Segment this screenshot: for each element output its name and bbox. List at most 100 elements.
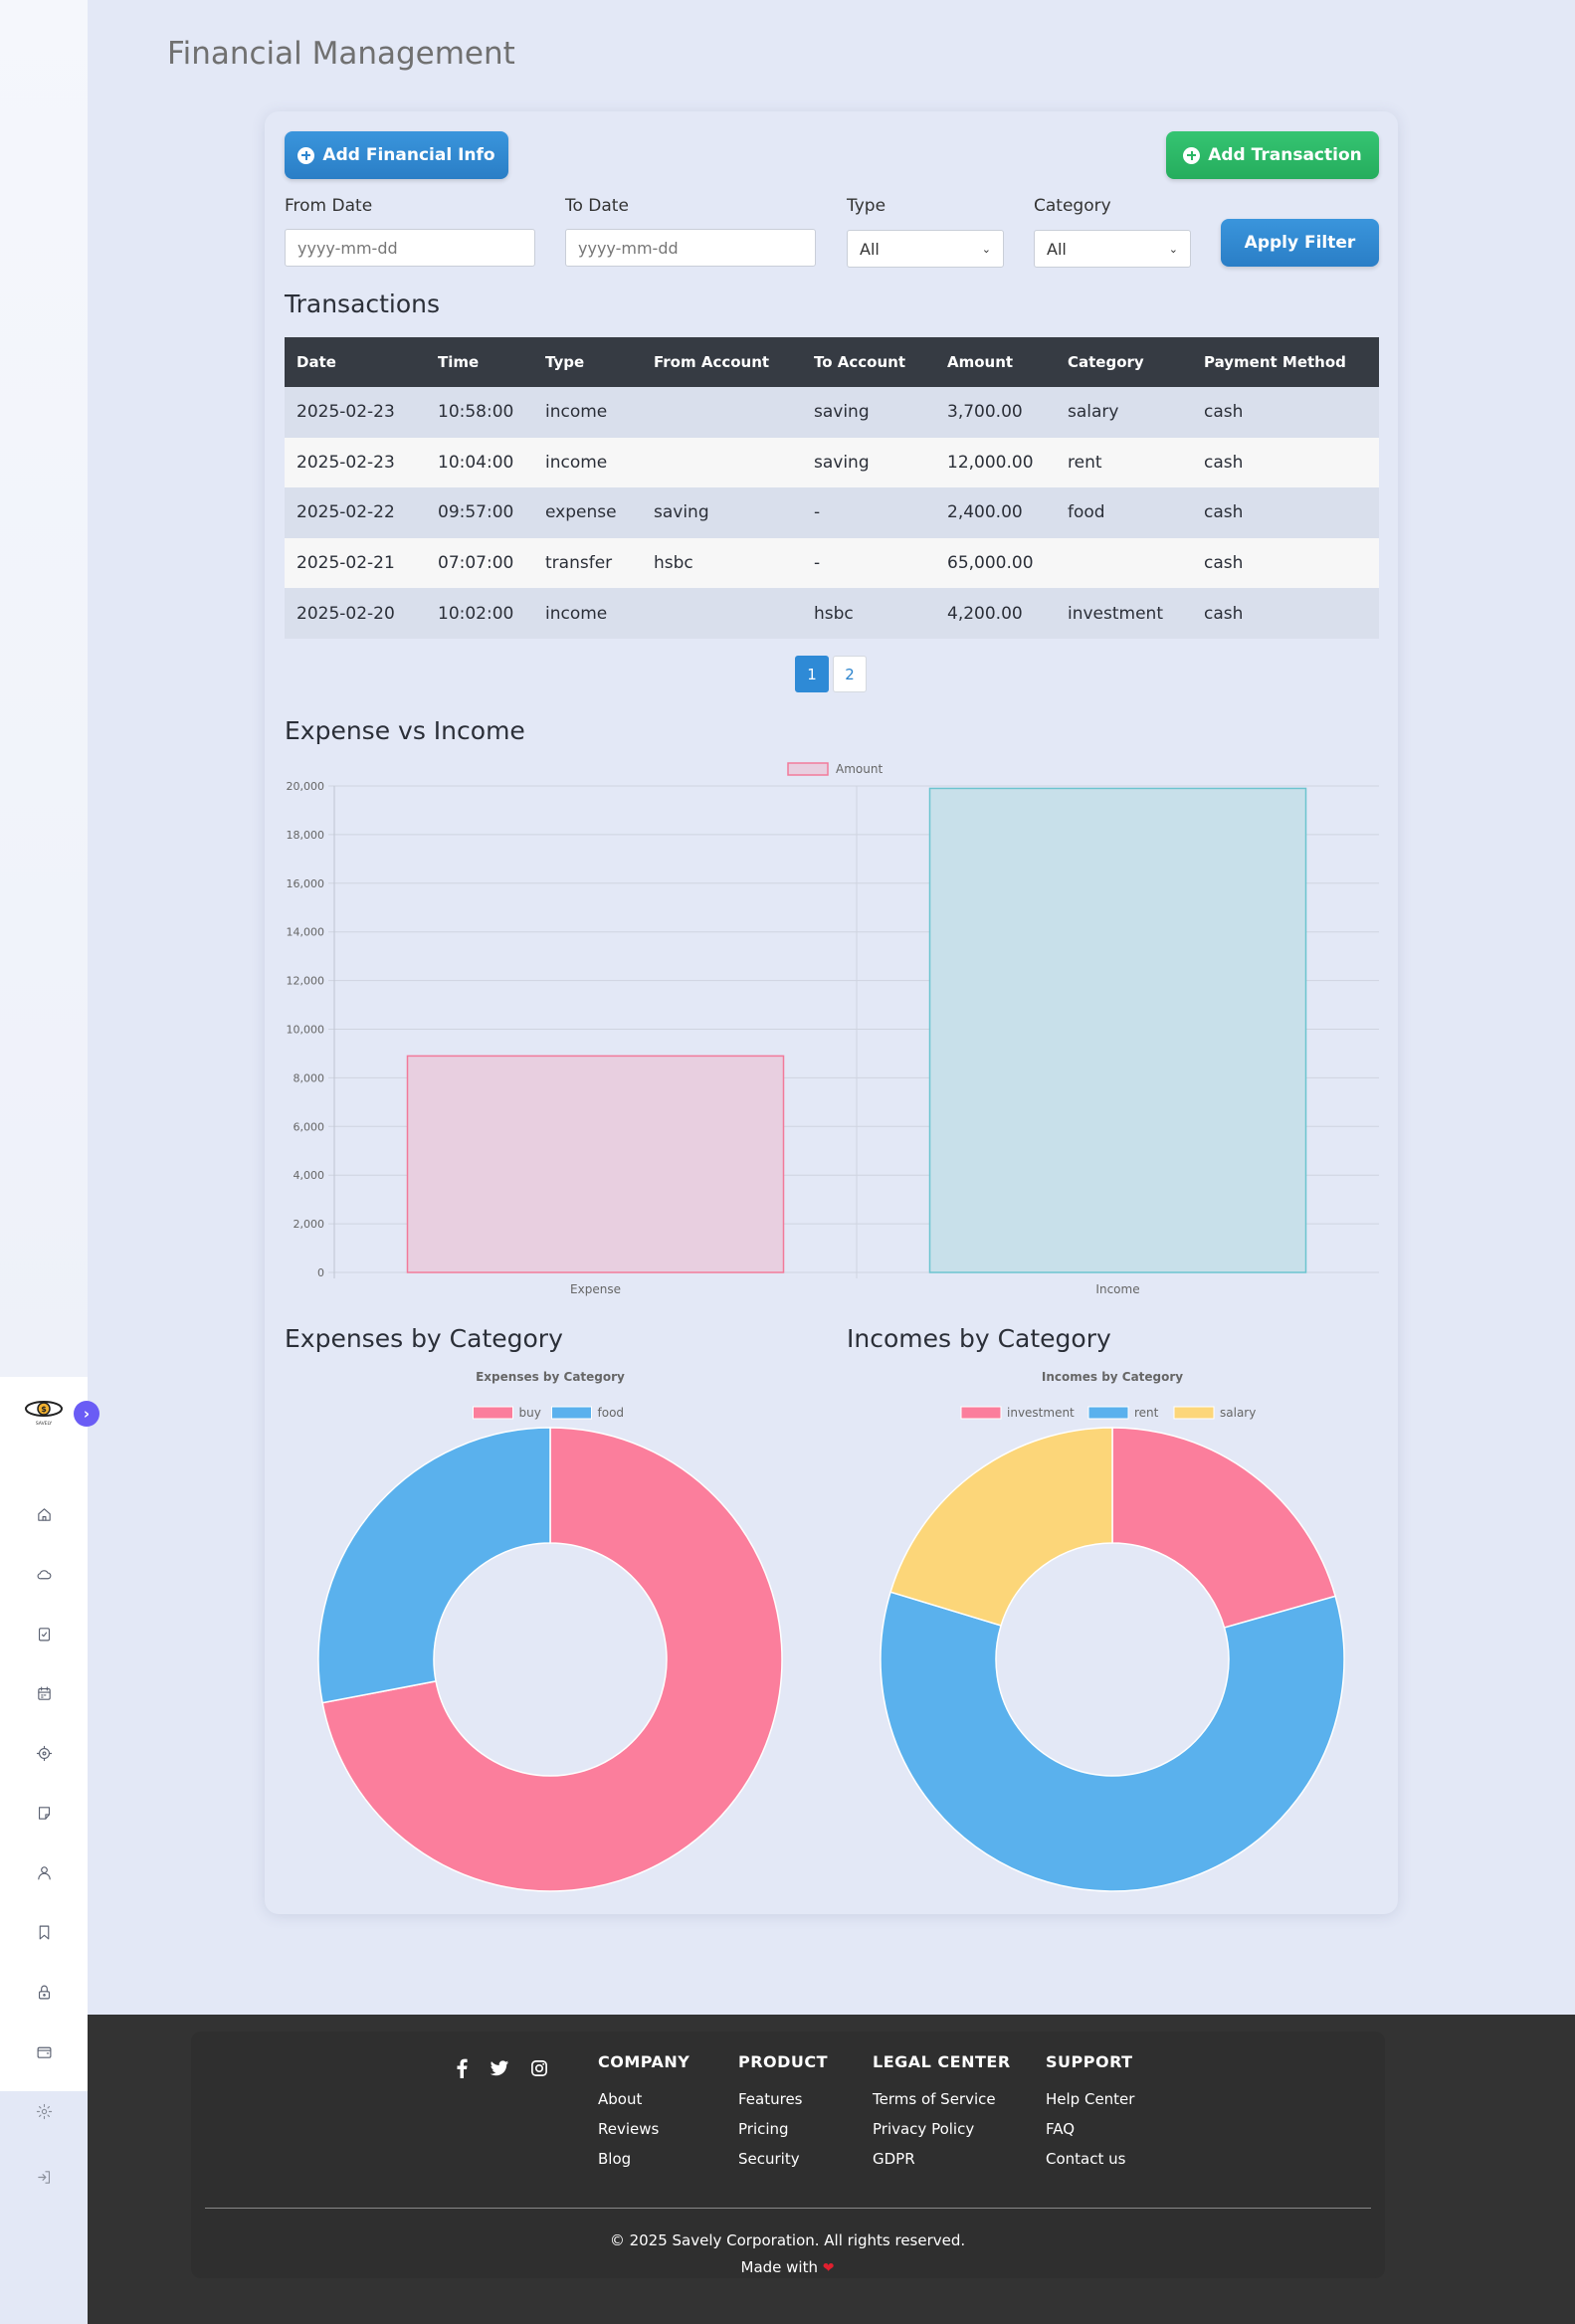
table-row[interactable]: 2025-02-21 07:07:00 transfer hsbc - 65,0… <box>285 537 1379 589</box>
cell-payment-method: cash <box>1192 487 1379 538</box>
table-row[interactable]: 2025-02-23 10:58:00 income saving 3,700.… <box>285 387 1379 438</box>
twitter-icon[interactable] <box>489 2057 510 2079</box>
cell-to-account: - <box>802 487 935 538</box>
cell-date: 2025-02-23 <box>285 437 426 488</box>
slice-salary <box>889 1427 1113 1627</box>
calendar-icon[interactable] <box>32 1681 56 1705</box>
cell-from-account: hsbc <box>642 537 802 589</box>
column-header[interactable]: Type <box>533 337 642 387</box>
chevron-down-icon: ⌄ <box>1168 242 1178 256</box>
cell-type: income <box>533 437 642 488</box>
legend-swatch <box>1173 1406 1215 1420</box>
footer-link[interactable]: Security <box>738 2150 800 2168</box>
column-header[interactable]: From Account <box>642 337 802 387</box>
footer-link[interactable]: Terms of Service <box>873 2090 996 2108</box>
wallet-icon[interactable] <box>32 2039 56 2063</box>
category-label: Category <box>1034 196 1111 216</box>
add-financial-info-button[interactable]: Add Financial Info <box>285 131 508 179</box>
column-header[interactable]: Payment Method <box>1192 337 1379 387</box>
sidebar <box>0 1377 88 2091</box>
cell-category: salary <box>1056 387 1192 438</box>
cell-type: income <box>533 387 642 438</box>
cell-to-account: saving <box>802 437 935 488</box>
y-tick-label: 6,000 <box>294 1120 325 1133</box>
cell-date: 2025-02-21 <box>285 537 426 589</box>
footer-support-title: SUPPORT <box>1046 2052 1133 2071</box>
lock-icon[interactable] <box>32 1980 56 2004</box>
logout-icon[interactable] <box>32 2165 56 2189</box>
page-button[interactable]: 1 <box>795 656 829 692</box>
made-with-line: Made with ❤ <box>0 2258 1575 2276</box>
from-date-label: From Date <box>285 196 373 216</box>
footer-link[interactable]: Reviews <box>598 2120 660 2138</box>
footer-company-title: COMPANY <box>598 2052 690 2071</box>
cell-to-account: - <box>802 537 935 589</box>
cell-category <box>1056 537 1192 589</box>
cell-time: 07:07:00 <box>426 537 533 589</box>
footer-link[interactable]: Pricing <box>738 2120 789 2138</box>
to-date-input[interactable]: yyyy-mm-dd <box>565 229 816 267</box>
footer-link[interactable]: Features <box>738 2090 803 2108</box>
column-header[interactable]: Date <box>285 337 426 387</box>
footer-link[interactable]: Blog <box>598 2150 632 2168</box>
y-tick-label: 8,000 <box>294 1071 325 1084</box>
cell-amount: 4,200.00 <box>935 588 1056 639</box>
user-icon[interactable] <box>32 1860 56 1884</box>
cell-date: 2025-02-23 <box>285 387 426 438</box>
cell-category: rent <box>1056 437 1192 488</box>
footer-link[interactable]: About <box>598 2090 643 2108</box>
column-header[interactable]: Amount <box>935 337 1056 387</box>
table-row[interactable]: 2025-02-20 10:02:00 income hsbc 4,200.00… <box>285 588 1379 639</box>
cell-time: 10:04:00 <box>426 437 533 488</box>
sidebar-background <box>0 0 88 1377</box>
from-date-input[interactable]: yyyy-mm-dd <box>285 229 535 267</box>
category-select[interactable]: All ⌄ <box>1034 230 1191 268</box>
legend-swatch <box>473 1406 513 1420</box>
sidebar-toggle-button[interactable]: › <box>74 1401 99 1427</box>
bookmark-icon[interactable] <box>32 1920 56 1944</box>
svg-text:$: $ <box>41 1405 47 1414</box>
table-row[interactable]: 2025-02-23 10:04:00 income saving 12,000… <box>285 437 1379 488</box>
footer-link[interactable]: Privacy Policy <box>873 2120 975 2138</box>
column-header[interactable]: Time <box>426 337 533 387</box>
cell-amount: 3,700.00 <box>935 387 1056 438</box>
cell-type: transfer <box>533 537 642 589</box>
home-icon[interactable] <box>32 1502 56 1526</box>
made-with-text: Made with <box>740 2258 818 2276</box>
table-row[interactable]: 2025-02-22 09:57:00 expense saving - 2,4… <box>285 487 1379 538</box>
bar-expense <box>406 1055 785 1273</box>
bar-income <box>928 787 1307 1273</box>
footer-link[interactable]: Contact us <box>1046 2150 1126 2168</box>
footer-link[interactable]: Help Center <box>1046 2090 1135 2108</box>
clipboard-check-icon[interactable] <box>32 1622 56 1646</box>
pagination: 1 2 <box>795 656 867 692</box>
to-date-label: To Date <box>565 196 629 216</box>
target-icon[interactable] <box>32 1741 56 1765</box>
y-tick-label: 12,000 <box>287 975 325 988</box>
legend-label: food <box>598 1406 625 1420</box>
instagram-icon[interactable] <box>528 2057 550 2079</box>
plus-circle-icon <box>297 146 315 164</box>
settings-icon[interactable] <box>32 2099 56 2123</box>
page-button[interactable]: 2 <box>833 656 867 692</box>
y-tick-label: 18,000 <box>287 829 325 842</box>
legend-swatch <box>787 762 829 776</box>
facebook-icon[interactable] <box>451 2057 473 2079</box>
slice-food <box>317 1427 551 1704</box>
note-icon[interactable] <box>32 1801 56 1825</box>
legend-label: rent <box>1134 1406 1159 1420</box>
y-tick-label: 20,000 <box>287 780 325 793</box>
apply-filter-button[interactable]: Apply Filter <box>1221 219 1379 267</box>
column-header[interactable]: Category <box>1056 337 1192 387</box>
footer-link[interactable]: GDPR <box>873 2150 915 2168</box>
cell-date: 2025-02-20 <box>285 588 426 639</box>
type-select[interactable]: All ⌄ <box>847 230 1004 268</box>
add-transaction-button[interactable]: Add Transaction <box>1166 131 1379 179</box>
footer-link[interactable]: FAQ <box>1046 2120 1076 2138</box>
cloud-icon[interactable] <box>32 1562 56 1586</box>
copyright-text: © 2025 Savely Corporation. All rights re… <box>609 2231 966 2249</box>
plus-circle-icon <box>1183 146 1201 164</box>
column-header[interactable]: To Account <box>802 337 935 387</box>
table-header-row: Date Time Type From Account To Account A… <box>285 337 1379 387</box>
legend-swatch <box>1087 1406 1129 1420</box>
